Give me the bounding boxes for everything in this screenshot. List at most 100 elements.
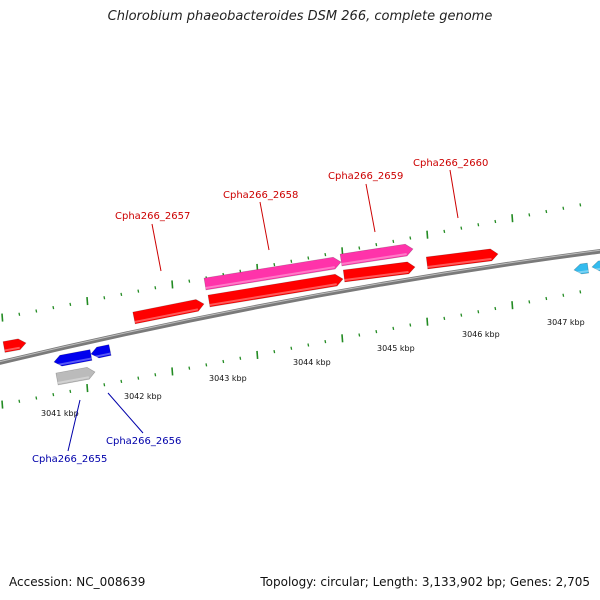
- gene-arrow-cpha266-2658[interactable]: [207, 273, 344, 308]
- lower-tick: [392, 326, 395, 330]
- upper-tick: [18, 312, 21, 316]
- leader-line-2655: [67, 399, 81, 452]
- lower-tick: [562, 293, 565, 297]
- lower-tick: [188, 366, 191, 370]
- gene-arrow-cyan-2-highlight: [592, 267, 600, 271]
- accession-text: Accession: NC_008639: [9, 575, 146, 589]
- leader-line-2657: [151, 223, 162, 272]
- kbp-label-3042: 3042 kbp: [124, 392, 162, 401]
- gene-arrow-cpha266-2655-highlight: [54, 357, 92, 367]
- genome-title: Chlorobium phaeobacteroides DSM 266, com…: [107, 9, 493, 24]
- upper-tick: [545, 209, 548, 214]
- upper-tick: [188, 279, 191, 283]
- lower-tick: [222, 359, 225, 364]
- lower-tick: [290, 346, 293, 350]
- kbp-label-3046: 3046 kbp: [462, 330, 500, 339]
- lower-tick: [443, 316, 446, 321]
- lower-tick: [528, 300, 531, 304]
- lower-tick: [511, 301, 514, 310]
- gene-arrow-cpha266-2656-highlight: [91, 352, 111, 359]
- upper-tick: [290, 259, 293, 263]
- gene-label-cpha266-2658[interactable]: Cpha266_2658: [223, 190, 298, 201]
- lower-tick: [341, 334, 344, 343]
- lower-tick: [86, 383, 89, 393]
- lower-tick: [460, 313, 463, 317]
- upper-tick: [562, 206, 565, 210]
- lower-tick: [154, 373, 157, 377]
- upper-tick: [307, 256, 310, 260]
- gene-arrow-pink-1-highlight: [205, 266, 335, 289]
- gene-arrow-cpha266-2657[interactable]: [132, 299, 205, 325]
- gene-label-cpha266-2655[interactable]: Cpha266_2655: [32, 454, 107, 465]
- lower-tick: [375, 330, 378, 334]
- upper-tick: [154, 286, 157, 290]
- gene-arrow-pink-1[interactable]: [203, 256, 342, 291]
- genome-backbone: [0, 249, 600, 365]
- gene-arrow-cpha266-2658-highlight: [209, 283, 337, 306]
- lower-tick: [409, 323, 412, 327]
- gene-arrow-cyan-1[interactable]: [573, 262, 590, 275]
- upper-tick: [1, 313, 4, 322]
- kbp-label-3043: 3043 kbp: [209, 374, 247, 383]
- kbp-label-3041: 3041 kbp: [41, 409, 79, 418]
- gene-label-cpha266-2660[interactable]: Cpha266_2660: [413, 158, 488, 169]
- gene-arrow-cpha266-2659-highlight: [344, 270, 409, 281]
- upper-tick: [358, 246, 361, 250]
- gene-arrow-cpha266-2659[interactable]: [342, 261, 416, 283]
- lower-tick: [494, 306, 497, 311]
- lower-tick: [52, 393, 55, 397]
- lower-tick: [18, 399, 21, 403]
- gene-arrow-edge-left[interactable]: [2, 338, 27, 353]
- upper-tick: [528, 213, 531, 217]
- kbp-label-3044: 3044 kbp: [293, 358, 331, 367]
- lower-tick: [426, 317, 429, 326]
- gene-arrow-cpha266-2657-highlight: [134, 308, 199, 323]
- gene-label-cpha266-2657[interactable]: Cpha266_2657: [115, 211, 190, 222]
- upper-tick: [171, 280, 174, 289]
- gene-arrow-cyan-2[interactable]: [591, 260, 600, 272]
- upper-tick: [103, 296, 106, 300]
- upper-tick: [477, 223, 480, 227]
- leader-line-2659: [365, 183, 376, 233]
- gene-arrow-gray[interactable]: [55, 367, 96, 386]
- upper-tick: [35, 309, 38, 313]
- lower-tick: [69, 389, 72, 393]
- upper-tick: [137, 289, 140, 293]
- genome-summary-text: Topology: circular; Length: 3,133,902 bp…: [260, 575, 590, 589]
- lower-tick: [545, 296, 548, 301]
- upper-tick: [86, 296, 89, 306]
- gene-label-cpha266-2659[interactable]: Cpha266_2659: [328, 171, 403, 182]
- upper-tick: [511, 214, 514, 223]
- upper-tick: [443, 229, 446, 234]
- upper-tick: [52, 306, 55, 310]
- upper-tick: [426, 230, 429, 239]
- upper-tick: [120, 292, 123, 297]
- genome-backbone-highlight: [0, 249, 600, 363]
- lower-tick: [239, 356, 242, 360]
- gene-arrow-cpha266-2655[interactable]: [53, 349, 93, 367]
- upper-tick: [273, 262, 276, 267]
- upper-tick: [409, 236, 412, 240]
- lower-tick: [358, 333, 361, 337]
- kbp-label-3045: 3045 kbp: [377, 344, 415, 353]
- upper-tick: [392, 239, 395, 243]
- upper-tick: [69, 302, 72, 306]
- lower-tick: [103, 383, 106, 387]
- gene-arrow-gray-highlight: [57, 376, 90, 384]
- gene-arrow-cpha266-2660-highlight: [427, 257, 492, 268]
- leader-line-2656: [107, 392, 144, 434]
- gene-label-cpha266-2656[interactable]: Cpha266_2656: [106, 436, 181, 447]
- lower-tick: [137, 376, 140, 380]
- gene-arrow-pink-2[interactable]: [339, 243, 414, 267]
- gene-arrow-cpha266-2660[interactable]: [425, 248, 499, 270]
- lower-tick: [477, 310, 480, 314]
- kbp-label-3047: 3047 kbp: [547, 318, 585, 327]
- gene-arrow-cpha266-2656[interactable]: [90, 344, 112, 359]
- lower-tick: [120, 379, 123, 384]
- lower-tick: [324, 339, 327, 344]
- lower-tick: [205, 363, 208, 367]
- lower-tick: [307, 343, 310, 347]
- gene-arrow-edge-left-highlight: [4, 346, 20, 352]
- lower-tick: [256, 350, 259, 359]
